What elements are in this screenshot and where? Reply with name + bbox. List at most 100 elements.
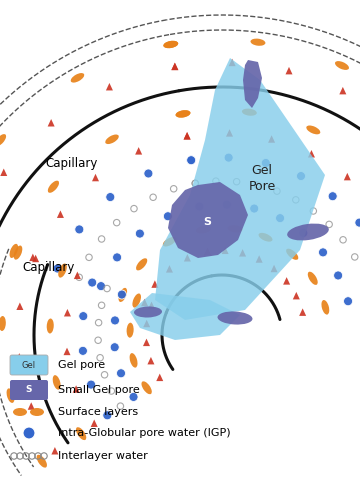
Ellipse shape [217,311,252,325]
Text: S: S [26,385,32,394]
Polygon shape [141,299,148,306]
Text: Interlayer water: Interlayer water [58,451,148,461]
Circle shape [129,392,138,401]
Ellipse shape [0,134,6,146]
Text: Gel: Gel [22,361,36,370]
Circle shape [328,192,337,201]
Circle shape [75,225,84,234]
Polygon shape [106,83,113,91]
Ellipse shape [0,316,6,331]
Circle shape [111,316,120,325]
Ellipse shape [251,39,265,46]
Polygon shape [16,302,23,310]
Polygon shape [63,348,71,355]
Ellipse shape [308,272,318,285]
Polygon shape [204,248,211,255]
Polygon shape [48,119,55,126]
Circle shape [96,281,105,291]
Circle shape [224,153,233,162]
Circle shape [106,193,115,202]
Polygon shape [171,63,178,70]
Polygon shape [299,308,306,316]
Ellipse shape [176,110,190,118]
Polygon shape [130,293,240,340]
Ellipse shape [335,61,349,70]
Polygon shape [229,59,236,66]
Ellipse shape [242,109,257,116]
Ellipse shape [58,263,67,278]
Circle shape [355,218,360,227]
Text: Intra-Globular pore water (IGP): Intra-Globular pore water (IGP) [58,428,231,438]
Polygon shape [148,301,155,309]
Circle shape [88,278,97,287]
Ellipse shape [10,244,18,258]
Circle shape [113,253,122,262]
Polygon shape [156,374,163,381]
Ellipse shape [136,258,147,270]
Polygon shape [271,265,278,272]
Circle shape [343,297,352,306]
Ellipse shape [258,233,273,242]
Polygon shape [155,58,325,320]
Polygon shape [184,132,190,139]
Ellipse shape [196,226,211,233]
Circle shape [53,264,62,273]
Ellipse shape [71,73,84,83]
Circle shape [110,343,119,352]
Ellipse shape [163,41,178,48]
Text: S: S [203,217,211,227]
Polygon shape [168,182,248,258]
Polygon shape [184,132,190,139]
Circle shape [222,200,231,209]
Polygon shape [226,129,233,136]
Ellipse shape [287,224,329,241]
Text: Gel pore: Gel pore [58,360,105,370]
Ellipse shape [141,381,152,394]
Polygon shape [135,147,142,154]
Ellipse shape [134,306,162,318]
Circle shape [195,202,204,211]
Polygon shape [256,255,263,263]
Ellipse shape [30,408,44,416]
Circle shape [187,156,196,165]
Circle shape [261,158,270,167]
Ellipse shape [163,41,178,48]
Polygon shape [64,309,71,316]
Polygon shape [222,247,229,254]
Polygon shape [151,280,158,288]
FancyBboxPatch shape [10,355,48,375]
Circle shape [144,169,153,178]
Circle shape [23,427,35,439]
Polygon shape [283,277,290,285]
Polygon shape [74,271,81,279]
Polygon shape [28,402,35,410]
Ellipse shape [130,353,138,368]
Ellipse shape [196,226,211,233]
Polygon shape [148,357,154,365]
FancyBboxPatch shape [10,380,48,400]
Polygon shape [143,339,150,346]
Polygon shape [285,67,292,74]
Ellipse shape [132,293,141,308]
Ellipse shape [163,237,176,247]
Circle shape [87,380,96,389]
Circle shape [163,212,172,221]
Ellipse shape [47,319,54,334]
Circle shape [299,229,308,238]
Polygon shape [184,254,191,261]
Text: Gel
Pore: Gel Pore [248,163,276,193]
Circle shape [117,369,126,378]
Text: Capillary: Capillary [45,156,97,169]
Circle shape [250,204,259,213]
Polygon shape [51,447,58,455]
Ellipse shape [48,181,59,193]
Polygon shape [0,168,7,176]
Circle shape [135,229,144,238]
Circle shape [103,411,112,420]
Polygon shape [16,353,23,361]
Ellipse shape [13,408,27,416]
Ellipse shape [176,110,190,118]
Polygon shape [92,174,99,181]
Ellipse shape [37,455,47,468]
Ellipse shape [53,375,60,389]
